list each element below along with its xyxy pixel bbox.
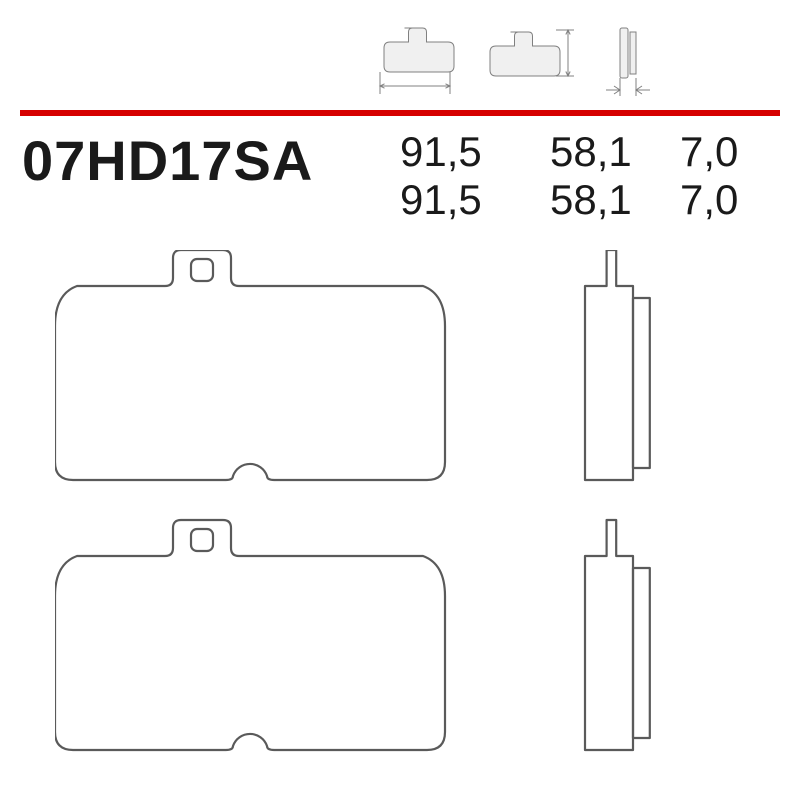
dimension-row: 91,5 58,1 7,0	[400, 176, 780, 224]
brake-pad-drawing	[55, 250, 755, 790]
height-icon	[480, 20, 580, 102]
dimension-icons	[370, 20, 710, 102]
dim-height: 58,1	[550, 176, 680, 224]
dim-thick: 7,0	[680, 128, 780, 176]
dim-width: 91,5	[400, 128, 550, 176]
dimension-row: 91,5 58,1 7,0	[400, 128, 780, 176]
width-icon	[370, 20, 460, 102]
part-number: 07HD17SA	[22, 128, 313, 193]
dimension-table: 91,5 58,1 7,0 91,5 58,1 7,0	[400, 128, 780, 225]
dim-height: 58,1	[550, 128, 680, 176]
dim-width: 91,5	[400, 176, 550, 224]
thickness-icon	[600, 20, 710, 102]
separator-line	[20, 110, 780, 116]
dim-thick: 7,0	[680, 176, 780, 224]
